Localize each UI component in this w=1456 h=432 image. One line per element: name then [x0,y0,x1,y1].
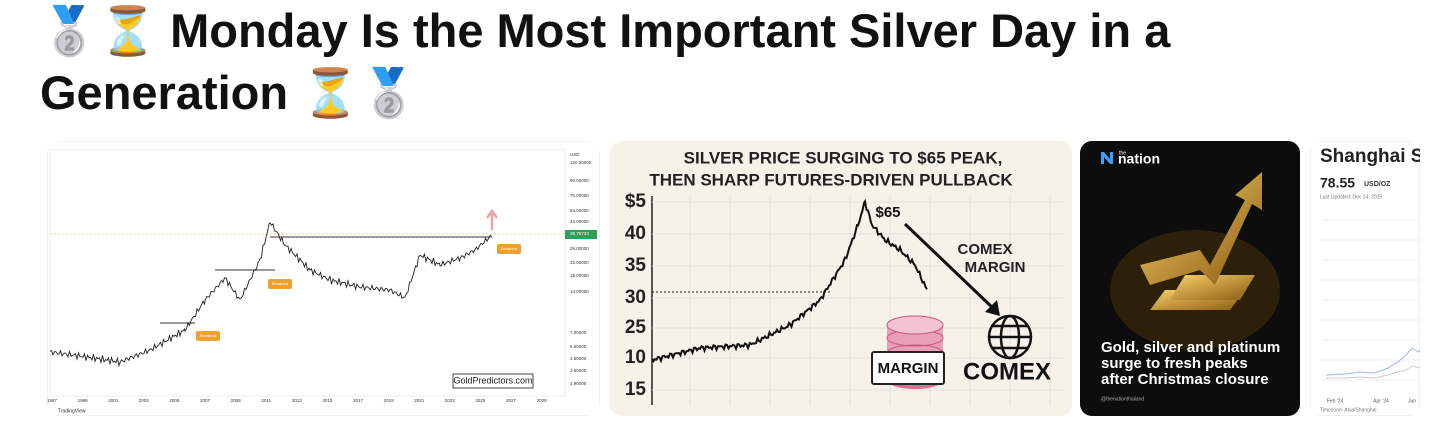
annotation: COMEX [957,241,1012,258]
price-line [49,222,492,368]
tag-box [268,279,292,289]
post-title: 🥈⏳ Monday Is the Most Important Silver D… [40,4,1171,119]
y-tick-label: 35 [625,255,647,276]
image-card[interactable]: the nation Gold, silver and platinum sur… [1080,141,1300,416]
x-tick-label: 2017 [353,398,364,403]
globe [987,314,1033,360]
y-tick-label: 30 [625,287,646,308]
price-line [1326,365,1420,379]
x-tick-label: 2027 [506,398,517,403]
margin-box [871,351,945,385]
x-tick-label: 1999 [78,398,89,403]
price-tag [565,230,597,239]
globe-label: COMEX [963,358,1051,385]
gold-arrow [1140,172,1262,285]
x-tick-label: 2023 [445,398,456,403]
y-tick-label: 4.50000 [570,356,587,361]
image-card[interactable]: Shanghai S 78.55 USD/OZ Last Updated: De… [1310,141,1423,416]
y-tick-label: 25 [625,317,647,338]
y-tick-label: 90.00000 [570,178,589,183]
x-tick-label: 2003 [139,398,150,403]
arrow [903,222,997,312]
y-tick-label: 28.00000 [570,246,589,251]
x-tick-label: 2013 [292,398,303,403]
tag: Breakout [272,281,289,286]
x-tick-label: 2021 [414,398,425,403]
y-tick-label: 3.60000 [570,368,587,373]
y-tick-label: 70.00000 [570,193,589,198]
x-tick-label: Apr '24 [1373,398,1389,404]
gold-bar [1170,275,1255,300]
y-tick-label: 15 [625,379,647,400]
grid [1322,219,1420,381]
grid [652,196,1065,405]
timezone: Timezone: Asia/Shanghai [1320,407,1377,413]
tag: Breakout [501,246,518,251]
x-tick-label: Jun [1408,398,1416,404]
y-tick-label: 10 [625,347,646,368]
caption: surge to fresh peaks [1101,355,1248,372]
y-tick-label: 44.00000 [570,219,589,224]
tag-box [497,244,521,254]
watermark: GoldPredictors.com [453,375,532,385]
watermark-box [452,373,534,389]
y-tick-label: 40 [625,223,646,244]
x-tick-label: 2005 [169,398,180,403]
arrowhead [985,300,1000,316]
price: 78.55 [1320,175,1355,191]
x-tick-label: 2025 [475,398,486,403]
x-tick-label: 2009 [231,398,242,403]
handle: @thenationthailand [1101,396,1144,402]
image-title: Shanghai S [1320,146,1423,167]
x-tick-label: Feb '24 [1327,398,1344,404]
logo-small: the [1119,150,1126,156]
y-tick-label: $5 [625,191,647,212]
coin-label: MARGIN [878,360,939,377]
footer: TradingView [58,408,86,414]
arrow [485,208,499,230]
y-tick-label: 36.79733 [570,231,589,236]
tag-box [196,331,220,341]
y-tick-label: 5.50000 [570,344,587,349]
card-bg [1310,141,1420,416]
y-tick-label: 54.00000 [570,208,589,213]
y-tick-label: 7.00000 [570,330,587,335]
card-bg [610,141,1072,416]
image-title: SILVER PRICE SURGING TO $65 PEAK, [684,148,1003,167]
x-tick-label: 2011 [261,398,271,403]
y-tick-label: 18.00000 [570,273,589,278]
x-tick-label: 2029 [537,398,548,403]
x-tick-label: 2015 [322,398,333,403]
y-tick-label: 22.00000 [570,260,589,265]
price-line [651,198,928,364]
updated: Last Updated: Dec 24, 2025 [1320,194,1382,200]
annotation: MARGIN [965,259,1026,276]
y-tick-label: 120.00000 [570,160,592,165]
peak-label: $65 [875,204,900,221]
y-tick-label: 2.90000 [570,381,587,386]
unit: USD/OZ [1364,181,1391,188]
caption: after Christmas closure [1101,371,1269,388]
price-line [1325,347,1420,376]
logo-mark [1101,152,1113,164]
image-card[interactable]: SILVER PRICE SURGING TO $65 PEAK, THEN S… [610,141,1072,416]
y-tick-label: USD [570,152,580,157]
tag: Breakout [200,333,217,338]
image-title: THEN SHARP FUTURES-DRIVEN PULLBACK [649,170,1013,189]
x-tick-label: 2007 [200,398,211,403]
x-tick-label: 2019 [384,398,395,403]
x-tick-label: 1997 [47,398,58,403]
caption: Gold, silver and platinum [1101,339,1280,356]
image-card[interactable]: GoldPredictors.com TradingView USD 120.00… [47,141,600,416]
x-tick-label: 2001 [108,398,119,403]
logo: nation [1118,151,1160,167]
y-tick-label: 14.00000 [570,289,589,294]
